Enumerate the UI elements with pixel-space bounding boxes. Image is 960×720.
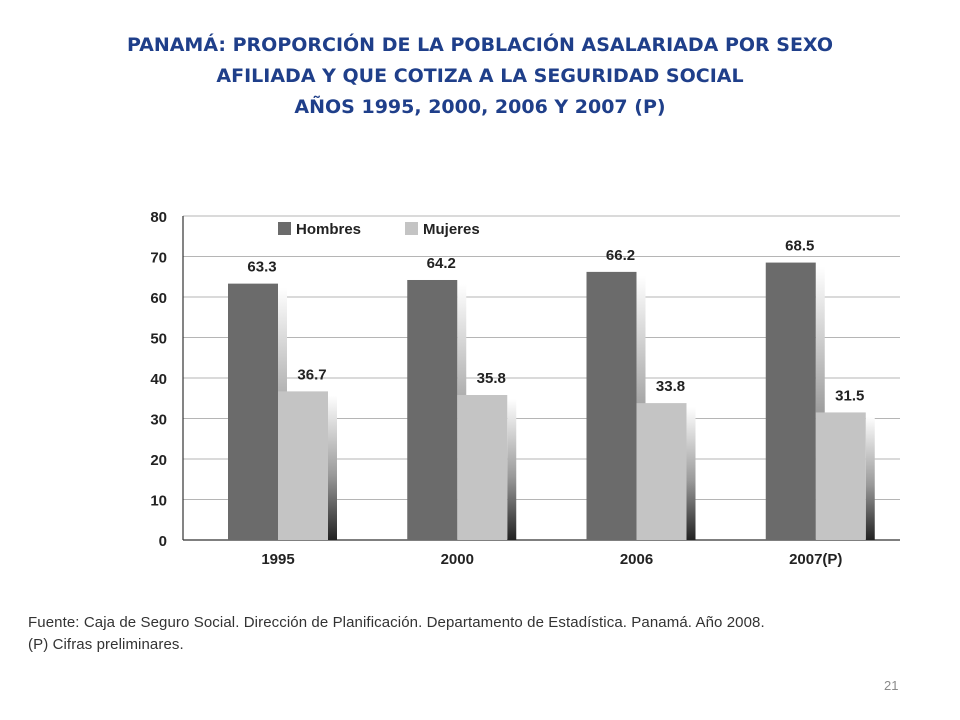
title-line-2: AFILIADA Y QUE COTIZA A LA SEGURIDAD SOC…: [216, 65, 744, 87]
y-tick-label: 10: [150, 493, 167, 510]
y-tick-label: 70: [150, 250, 167, 267]
y-tick-label: 60: [150, 290, 167, 307]
data-label: 64.2: [427, 255, 456, 272]
data-label: 68.5: [785, 238, 814, 255]
bar-mujeres: [815, 412, 866, 540]
data-label: 35.8: [477, 370, 506, 387]
legend-label: Hombres: [296, 221, 361, 238]
legend-swatch: [405, 222, 418, 235]
bar-mujeres: [278, 391, 328, 540]
bar-hombres: [407, 279, 458, 540]
bar-chart: 0 10 20 30 40 50 60 70 80 63.3 36.7 1995 64.2 35.8 200…: [150, 209, 900, 568]
bar-shadow: [865, 416, 875, 540]
title-line-1: PANAMÁ: PROPORCIÓN DE LA POBLACIÓN ASALA…: [126, 34, 834, 56]
bar-shadow: [328, 395, 337, 540]
bar-mujeres: [636, 403, 687, 540]
y-tick-label: 80: [150, 209, 167, 226]
source-line: Fuente: Caja de Seguro Social. Dirección…: [28, 614, 765, 631]
y-tick-label: 40: [150, 371, 167, 388]
bar-hombres: [765, 262, 816, 540]
x-tick-label: 2006: [620, 551, 653, 568]
bar-shadow: [686, 407, 696, 540]
bar-shadow: [815, 266, 825, 540]
y-tick-label: 0: [159, 533, 167, 550]
footnote-line: (P) Cifras preliminares.: [28, 636, 184, 653]
y-tick-label: 30: [150, 412, 167, 429]
x-tick-label: 2007(P): [789, 551, 842, 568]
data-label: 66.2: [606, 247, 635, 264]
y-tick-label: 20: [150, 452, 167, 469]
page-number: 21: [884, 678, 899, 693]
legend-swatch: [278, 222, 291, 235]
x-tick-label: 2000: [441, 551, 474, 568]
source-note: Fuente: Caja de Seguro Social. Dirección…: [28, 612, 928, 656]
y-tick-label: 50: [150, 331, 167, 348]
data-label: 31.5: [835, 387, 864, 404]
legend-label: Mujeres: [423, 221, 480, 238]
chart-title: PANAMÁ: PROPORCIÓN DE LA POBLACIÓN ASALA…: [0, 30, 960, 123]
bar-hombres: [228, 283, 278, 540]
data-label: 63.3: [247, 259, 276, 276]
title-line-3: AÑOS 1995, 2000, 2006 Y 2007 (P): [294, 96, 666, 118]
data-label: 33.8: [656, 378, 685, 395]
x-tick-label: 1995: [261, 551, 294, 568]
data-label: 36.7: [297, 366, 326, 383]
bar-hombres: [586, 271, 637, 540]
bar-mujeres: [457, 395, 508, 540]
bar-shadow: [507, 399, 517, 540]
